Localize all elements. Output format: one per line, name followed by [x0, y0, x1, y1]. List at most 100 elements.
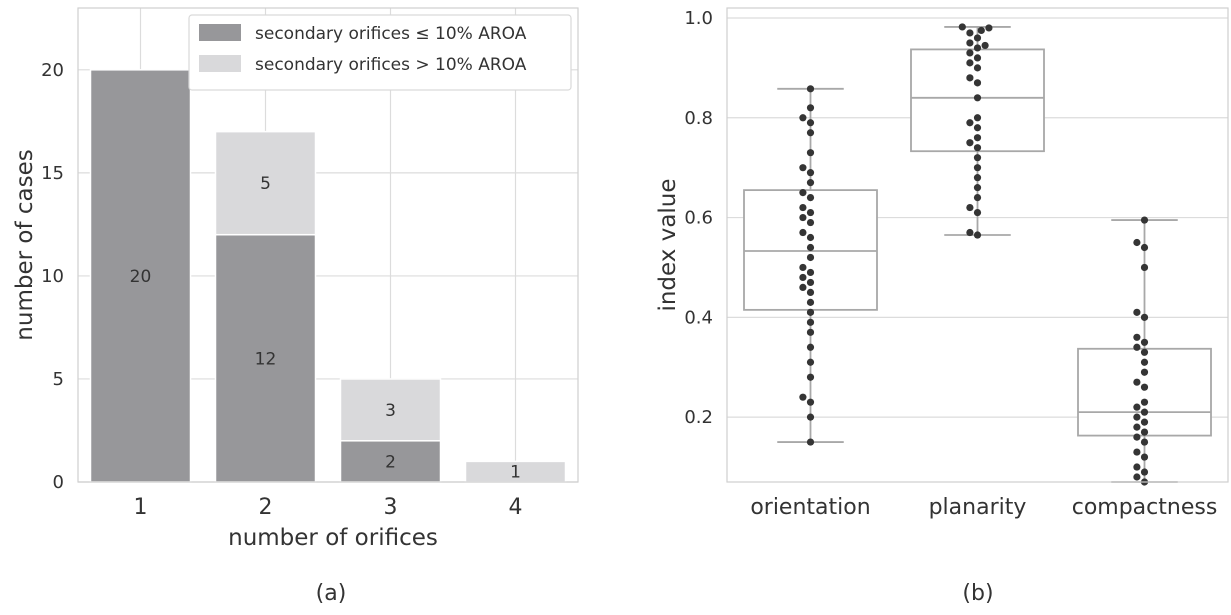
y-tick-label: 10 — [41, 266, 64, 287]
data-point — [966, 119, 974, 127]
data-point — [985, 24, 993, 32]
x-tick-label: 2 — [259, 495, 273, 520]
data-point — [973, 54, 982, 62]
data-point — [1140, 453, 1149, 461]
y-tick-label: 0.2 — [684, 407, 713, 428]
data-point — [1140, 243, 1149, 252]
data-point — [806, 149, 815, 157]
x-tick-labels-b: orientation planarity compactness — [750, 495, 1217, 520]
panel-label-a: (a) — [316, 581, 347, 606]
legend-label: secondary orifices > 10% AROA — [255, 55, 527, 75]
data-point — [806, 119, 815, 127]
data-point — [799, 228, 807, 237]
data-point — [1140, 468, 1149, 476]
y-tick-label: 1.0 — [684, 8, 713, 29]
legend-a: secondary orifices ≤ 10% AROA secondary o… — [188, 14, 572, 91]
data-point — [973, 208, 982, 217]
bar-data-label: 20 — [130, 267, 152, 287]
data-point — [973, 124, 982, 132]
legend-label: secondary orifices ≤ 10% AROA — [255, 24, 527, 44]
data-point — [1133, 463, 1141, 471]
data-point — [1133, 378, 1141, 386]
bar-segment — [339, 378, 442, 442]
data-point — [1140, 428, 1149, 436]
swarm-points-b — [799, 23, 1149, 486]
data-point — [1140, 398, 1149, 406]
data-point — [806, 169, 815, 177]
data-point — [1133, 448, 1141, 456]
data-point — [806, 253, 815, 262]
bar-segment — [214, 130, 317, 236]
data-point — [973, 164, 982, 172]
data-point — [806, 398, 815, 406]
data-point — [1140, 216, 1149, 224]
data-point — [973, 79, 982, 87]
data-point — [806, 413, 815, 421]
data-point — [799, 283, 807, 292]
plot-frame-b — [726, 7, 1229, 483]
data-point — [806, 438, 815, 446]
bar-data-label: 3 — [385, 401, 396, 421]
data-point — [799, 213, 807, 222]
data-point — [806, 233, 815, 242]
plot-frame-a — [77, 7, 579, 483]
legend-swatch — [199, 24, 241, 41]
x-tick-labels-a: 1 2 3 4 — [134, 495, 523, 520]
y-axis-title: index value — [655, 178, 681, 311]
data-point — [806, 318, 815, 326]
data-point — [958, 23, 966, 31]
data-point — [1140, 313, 1149, 321]
x-tick-label: 4 — [509, 495, 523, 520]
y-tick-label: 5 — [53, 369, 64, 390]
data-labels-a: 20 12 5 2 3 1 — [130, 174, 521, 483]
panel-label-b: (b) — [962, 581, 993, 606]
bar-segment — [89, 69, 192, 483]
data-point — [973, 134, 982, 142]
data-point — [806, 278, 815, 287]
data-point — [799, 189, 807, 197]
x-axis-title: number of orifices — [228, 525, 438, 551]
data-point — [966, 228, 974, 237]
data-point — [973, 154, 982, 162]
data-point — [1140, 383, 1149, 391]
data-point — [1140, 408, 1149, 416]
y-tick-labels-b: 0.2 0.4 0.6 0.8 1.0 — [684, 8, 713, 428]
y-tick-label: 0.4 — [684, 307, 713, 328]
bar-data-label: 1 — [510, 463, 521, 483]
data-point — [973, 64, 982, 72]
data-point — [799, 203, 807, 212]
legend-swatch — [199, 55, 241, 72]
data-point — [981, 41, 989, 50]
x-tick-label: planarity — [929, 495, 1027, 520]
data-point — [806, 373, 815, 381]
data-point — [966, 74, 974, 82]
data-point — [806, 104, 815, 112]
data-point — [1133, 403, 1141, 411]
data-point — [973, 44, 982, 52]
data-point — [806, 288, 815, 296]
data-point — [806, 194, 815, 202]
data-point — [966, 59, 974, 67]
data-point — [799, 164, 807, 172]
data-point — [806, 358, 815, 366]
data-point — [806, 129, 815, 137]
data-point — [966, 39, 974, 47]
data-point — [806, 308, 815, 316]
data-point — [1140, 348, 1149, 356]
data-point — [806, 298, 815, 306]
data-point — [973, 114, 982, 122]
data-point — [1133, 413, 1141, 421]
data-point — [966, 49, 974, 57]
data-point — [799, 263, 807, 272]
data-point — [1133, 423, 1141, 431]
data-point — [1133, 308, 1141, 316]
data-point — [973, 231, 982, 239]
data-point — [973, 194, 982, 202]
data-point — [973, 34, 982, 42]
data-point — [806, 85, 815, 93]
y-tick-label: 0.6 — [684, 208, 713, 229]
data-point — [806, 328, 815, 336]
data-point — [973, 184, 982, 192]
bar-data-label: 5 — [260, 174, 271, 194]
